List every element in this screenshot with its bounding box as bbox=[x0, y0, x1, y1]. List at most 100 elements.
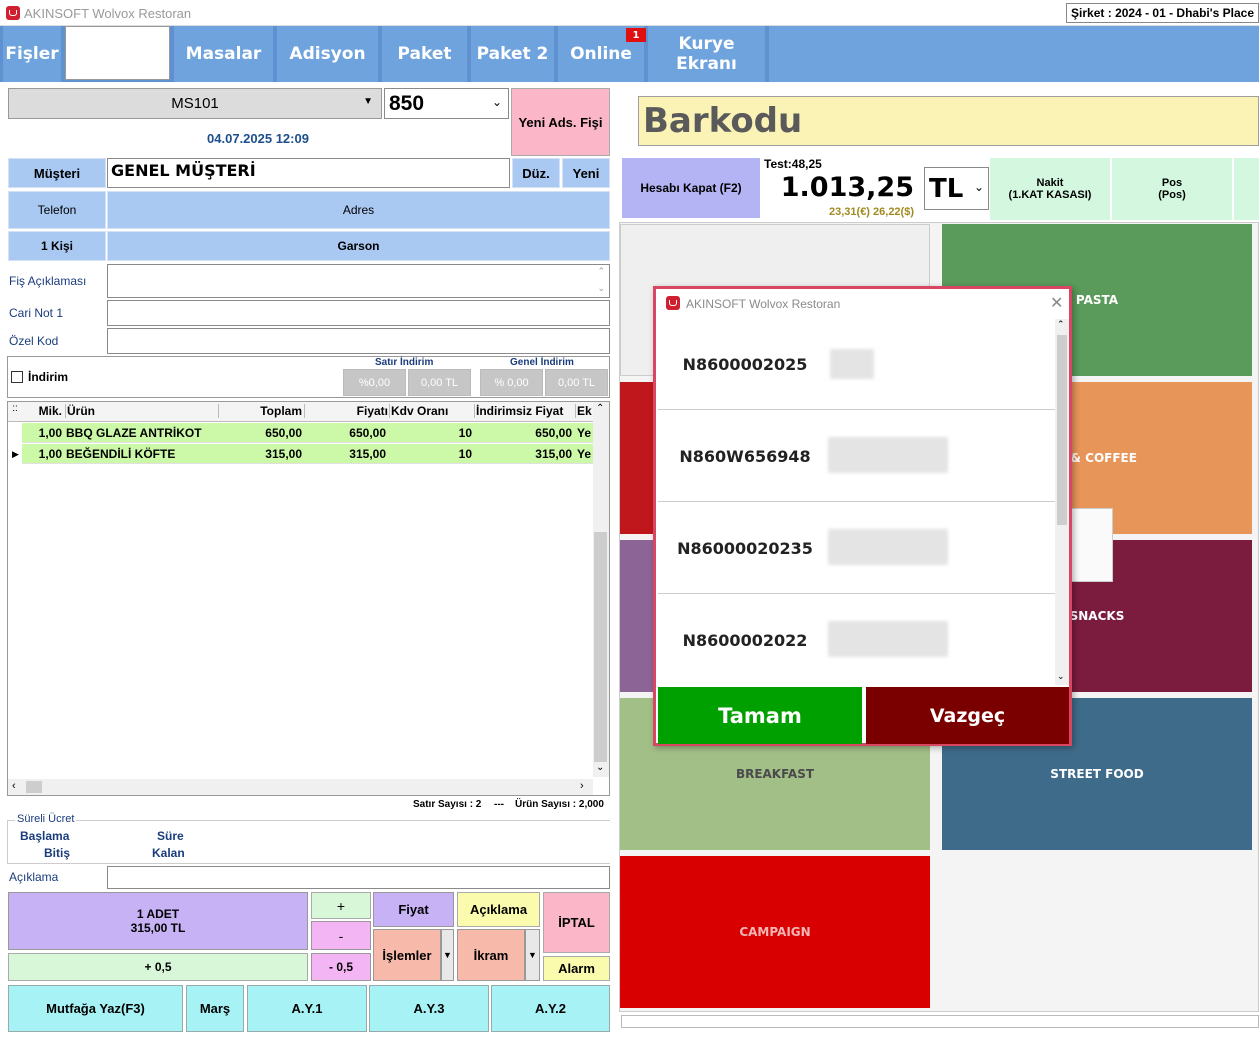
col-qty[interactable]: Mik. bbox=[38, 404, 62, 418]
title-bar: AKINSOFT Wolvox Restoran Şirket : 2024 -… bbox=[0, 0, 1259, 26]
quantity-button[interactable]: 1 ADET 315,00 TL bbox=[8, 892, 308, 950]
nav-blank-field[interactable] bbox=[65, 26, 170, 80]
nav-adisyon[interactable]: Adisyon bbox=[277, 26, 378, 82]
ok-button[interactable]: Tamam bbox=[658, 687, 862, 744]
col-total[interactable]: Toplam bbox=[218, 404, 302, 418]
nav-kurye[interactable]: Kurye Ekranı bbox=[648, 26, 765, 82]
window-title: AKINSOFT Wolvox Restoran bbox=[24, 6, 192, 21]
treat-dropdown-icon[interactable]: ▼ bbox=[525, 929, 540, 981]
currency-select[interactable]: TL ⌄ bbox=[924, 167, 989, 210]
nav-masalar[interactable]: Masalar bbox=[174, 26, 273, 82]
category-campaign[interactable]: CAMPAIGN bbox=[620, 856, 930, 1008]
new-customer-button[interactable]: Yeni bbox=[562, 158, 610, 188]
operations-dropdown-icon[interactable]: ▼ bbox=[441, 929, 454, 981]
category-scrollbar[interactable] bbox=[621, 1015, 1259, 1028]
nav-paket[interactable]: Paket bbox=[382, 26, 467, 82]
treat-button[interactable]: İkram bbox=[457, 929, 525, 981]
list-item[interactable]: N8600002022 bbox=[658, 595, 1055, 685]
scroll-right-icon[interactable]: › bbox=[580, 780, 584, 792]
special-code-input[interactable] bbox=[107, 328, 610, 354]
table-row[interactable]: 1,00 BEĞENDİLİ KÖFTE 315,00 315,00 10 31… bbox=[22, 444, 593, 464]
list-item[interactable]: N8600002025 bbox=[658, 319, 1055, 410]
ay2-button[interactable]: A.Y.2 bbox=[491, 985, 610, 1032]
nav-online[interactable]: Online 1 bbox=[558, 26, 646, 82]
row-qty: 1,00 bbox=[38, 426, 62, 440]
new-receipt-button[interactable]: Yeni Ads. Fişi bbox=[511, 88, 610, 156]
close-account-button[interactable]: Hesabı Kapat (F2) bbox=[622, 158, 760, 218]
ay3-button[interactable]: A.Y.3 bbox=[369, 985, 489, 1032]
scroll-up-icon[interactable]: ⌃ bbox=[596, 403, 605, 414]
main-nav: Fişler Masalar Adisyon Paket Paket 2 Onl… bbox=[0, 26, 1259, 82]
receipt-note-input[interactable]: ⌃ ⌄ bbox=[107, 264, 610, 298]
address-field[interactable]: Adres bbox=[107, 191, 610, 229]
scroll-up-icon[interactable]: ⌃ bbox=[1057, 319, 1065, 329]
scroll-left-icon[interactable]: ‹ bbox=[12, 780, 16, 792]
mars-button[interactable]: Marş bbox=[186, 985, 244, 1032]
cari-note-input[interactable] bbox=[107, 300, 610, 326]
col-undiscounted[interactable]: İndirimsiz Fiyat bbox=[474, 404, 574, 418]
plus-button[interactable]: + bbox=[311, 892, 371, 919]
col-ek[interactable]: Ek bbox=[575, 404, 592, 418]
waiter-field[interactable]: Garson bbox=[107, 231, 610, 261]
list-item[interactable]: N860W656948 bbox=[658, 411, 1055, 502]
cancel-button[interactable]: Vazgeç bbox=[866, 687, 1069, 744]
total-discount-pct[interactable]: % 0,00 bbox=[480, 369, 543, 396]
col-price[interactable]: Fiyatı bbox=[304, 404, 388, 418]
total-discount-amt[interactable]: 0,00 TL bbox=[545, 369, 608, 396]
nav-paket2[interactable]: Paket 2 bbox=[471, 26, 554, 82]
price-button[interactable]: Fiyat bbox=[373, 892, 454, 927]
horizontal-scrollbar[interactable]: ‹ › bbox=[8, 779, 593, 795]
minus-button[interactable]: - bbox=[311, 921, 371, 950]
dialog-scrollbar[interactable]: ⌃ ⌄ bbox=[1055, 319, 1069, 685]
dialog-scroll-thumb[interactable] bbox=[1057, 335, 1067, 525]
dialog-list[interactable]: N8600002025 N860W656948 N86000020235 N86… bbox=[656, 319, 1069, 685]
description-label: Açıklama bbox=[9, 870, 59, 884]
minus-half-button[interactable]: - 0,5 bbox=[311, 953, 371, 981]
ay1-button[interactable]: A.Y.1 bbox=[247, 985, 367, 1032]
plus-half-button[interactable]: + 0,5 bbox=[8, 953, 308, 981]
vertical-scroll-thumb[interactable] bbox=[594, 532, 607, 762]
description-input[interactable] bbox=[107, 866, 610, 889]
duration-label: Süre bbox=[157, 829, 184, 843]
alarm-button[interactable]: Alarm bbox=[543, 956, 610, 981]
order-grid[interactable]: :: Mik. Ürün Toplam Fiyatı Kdv Oranı İnd… bbox=[7, 401, 610, 796]
nav-fisler[interactable]: Fişler bbox=[3, 26, 61, 82]
operations-button[interactable]: İşlemler bbox=[373, 929, 441, 981]
phone-field[interactable]: Telefon bbox=[8, 191, 106, 229]
row-qty: 1,00 bbox=[38, 447, 62, 461]
pos-button[interactable]: Pos (Pos) bbox=[1112, 158, 1232, 220]
kitchen-print-button[interactable]: Mutfağa Yaz(F3) bbox=[8, 985, 183, 1032]
table-select[interactable]: MS101 ▼ bbox=[8, 88, 382, 119]
grid-indicator-header: :: bbox=[12, 403, 18, 414]
col-vat[interactable]: Kdv Oranı bbox=[389, 404, 473, 418]
horizontal-scroll-thumb[interactable] bbox=[26, 781, 42, 793]
edit-customer-button[interactable]: Düz. bbox=[512, 158, 560, 188]
customer-field[interactable]: GENEL MÜŞTERİ bbox=[107, 158, 510, 188]
chevron-down-icon: ⌄ bbox=[973, 180, 984, 194]
cash-register: (1.KAT KASASI) bbox=[1008, 189, 1092, 201]
col-product[interactable]: Ürün bbox=[65, 404, 215, 418]
scroll-down-icon[interactable]: ⌄ bbox=[597, 283, 605, 293]
vertical-scrollbar[interactable]: ⌃ ⌄ bbox=[593, 402, 609, 777]
list-item[interactable]: N86000020235 bbox=[658, 503, 1055, 594]
discount-checkbox[interactable] bbox=[11, 371, 23, 383]
order-number-select[interactable]: 850 ⌄ bbox=[384, 88, 509, 119]
line-discount-amt[interactable]: 0,00 TL bbox=[408, 369, 471, 396]
scroll-up-icon[interactable]: ⌃ bbox=[597, 266, 605, 276]
barcode-input[interactable]: Barkodu bbox=[638, 96, 1259, 146]
company-label: Şirket : 2024 - 01 - Dhabi's Place bbox=[1066, 3, 1259, 23]
row-ek: Ye bbox=[577, 426, 592, 440]
scroll-down-icon[interactable]: ⌄ bbox=[1057, 671, 1065, 681]
cash-label: Nakit bbox=[1036, 177, 1064, 189]
scroll-down-icon[interactable]: ⌄ bbox=[596, 762, 605, 773]
description-button[interactable]: Açıklama bbox=[457, 892, 540, 927]
table-row[interactable]: 1,00 BBQ GLAZE ANTRİKOT 650,00 650,00 10… bbox=[22, 423, 593, 443]
payment-more[interactable] bbox=[1234, 158, 1259, 220]
persons-field[interactable]: 1 Kişi bbox=[8, 231, 106, 261]
row-price: 315,00 bbox=[349, 447, 386, 461]
cash-button[interactable]: Nakit (1.KAT KASASI) bbox=[990, 158, 1110, 220]
line-discount-pct[interactable]: %0,00 bbox=[343, 369, 406, 396]
cancel-item-button[interactable]: İPTAL bbox=[543, 892, 610, 953]
online-badge: 1 bbox=[626, 28, 646, 42]
close-icon[interactable]: ✕ bbox=[1050, 295, 1064, 312]
